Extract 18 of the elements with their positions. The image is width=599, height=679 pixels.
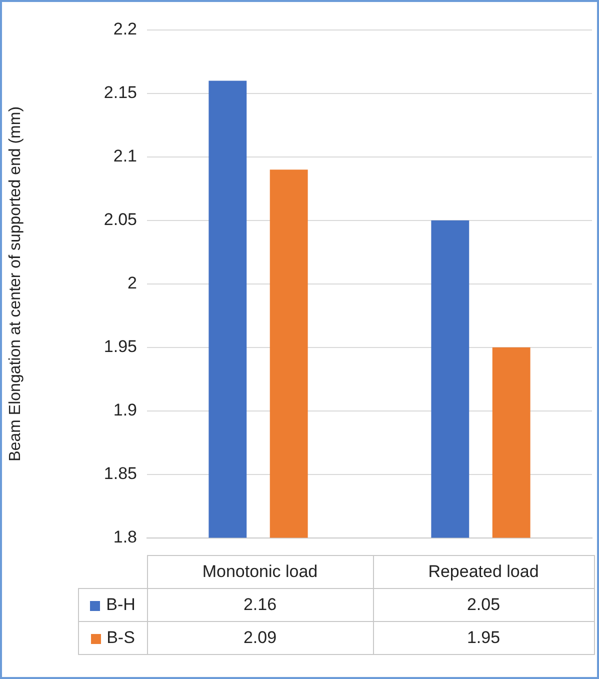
y-tick-label: 1.95 [104, 337, 137, 356]
y-tick-label: 1.9 [113, 400, 137, 420]
y-tick-label: 2 [128, 274, 137, 293]
x-tick-label: Repeated load [373, 556, 594, 588]
y-axis-title: Beam Elongation at center of supported end (mm) [7, 106, 24, 462]
y-tick-label: 2.2 [113, 20, 137, 39]
y-tick-label: 2.1 [113, 146, 137, 166]
data-label: 1.95 [373, 622, 594, 654]
y-tick-label: 2.05 [104, 210, 137, 230]
y-tick-label: 1.85 [104, 464, 137, 484]
y-tick-label: 2.15 [104, 83, 137, 102]
data-label: 2.09 [147, 622, 373, 654]
legend-label: B-H [78, 588, 147, 622]
data-label: 2.16 [147, 588, 373, 622]
legend-label: B-S [78, 622, 147, 654]
y-tick-label: 1.8 [113, 527, 137, 546]
data-label: 2.05 [373, 588, 594, 622]
x-tick-label: Monotonic load [147, 556, 373, 588]
